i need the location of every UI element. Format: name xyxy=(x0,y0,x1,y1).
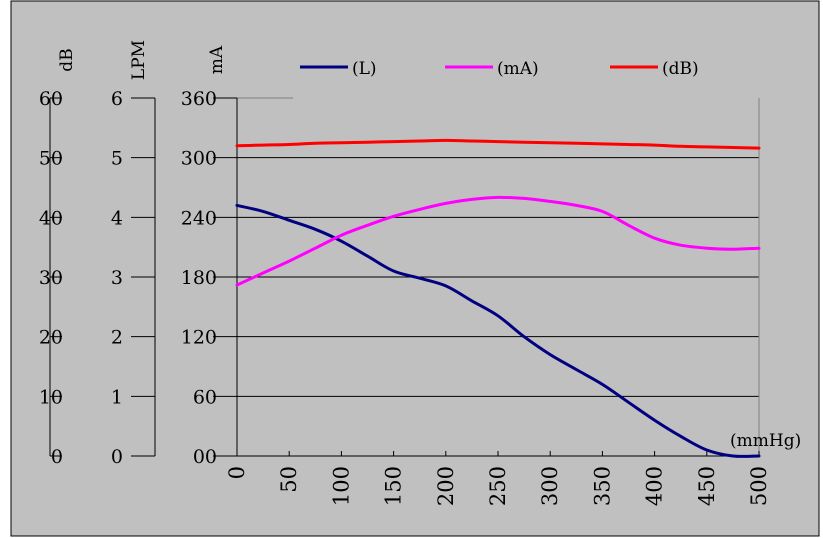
x-tick-label: 250 xyxy=(486,466,510,506)
y-tick-label-db: 30 xyxy=(39,267,63,289)
x-tick-label: 50 xyxy=(277,466,301,493)
series-line xyxy=(235,203,761,458)
y-axis-label-db: dB xyxy=(57,48,77,71)
x-tick-label: 0 xyxy=(225,466,249,479)
y-tick-label-ma: 240 xyxy=(181,207,217,229)
axes: 0 50 100 150 200 250 300 350 400 450 500(mmHg)0102… xyxy=(39,40,801,506)
series-line xyxy=(235,138,761,150)
y-tick-label-db: 50 xyxy=(39,148,63,170)
y-tick-label-db: 0 xyxy=(51,446,63,468)
x-tick-label: 300 xyxy=(538,466,562,506)
y-tick-label-lpm: 2 xyxy=(111,327,123,349)
x-tick-label: 500 xyxy=(747,466,771,506)
y-tick-label-ma: 360 xyxy=(181,88,217,110)
x-tick-label: 100 xyxy=(329,466,353,506)
x-tick-label: 150 xyxy=(382,466,406,506)
x-tick-label: 400 xyxy=(643,466,667,506)
x-tick-label: 350 xyxy=(590,466,614,506)
y-tick-label-lpm: 3 xyxy=(111,267,123,289)
series-line xyxy=(235,195,761,287)
y-tick-label-ma: 00 xyxy=(193,446,217,468)
y-tick-label-db: 20 xyxy=(39,327,63,349)
y-tick-label-lpm: 5 xyxy=(111,148,123,170)
y-tick-label-ma: 300 xyxy=(181,148,217,170)
grid-lines xyxy=(237,97,760,456)
y-axis-label-lpm: LPM xyxy=(129,40,149,80)
y-tick-label-ma: 120 xyxy=(181,327,217,349)
legend-label: (dB) xyxy=(662,59,699,79)
y-tick-label-lpm: 0 xyxy=(111,446,123,468)
legend: (L) (mA) (dB) xyxy=(300,59,699,79)
legend-label: (L) xyxy=(352,59,377,79)
y-tick-label-lpm: 6 xyxy=(111,88,123,110)
y-axis-label-ma: mA xyxy=(207,45,227,74)
y-tick-label-ma: 60 xyxy=(193,386,217,408)
y-tick-label-db: 40 xyxy=(39,207,63,229)
y-tick-label-db: 10 xyxy=(39,386,63,408)
x-tick-label: 200 xyxy=(434,466,458,506)
y-tick-label-lpm: 4 xyxy=(111,207,123,229)
x-tick-label: 450 xyxy=(695,466,719,506)
x-axis-label: (mmHg) xyxy=(730,431,801,451)
series-group xyxy=(235,138,761,458)
y-tick-label-lpm: 1 xyxy=(111,386,123,408)
legend-label: (mA) xyxy=(497,59,539,79)
y-tick-label-db: 60 xyxy=(39,88,63,110)
y-tick-label-ma: 180 xyxy=(181,267,217,289)
